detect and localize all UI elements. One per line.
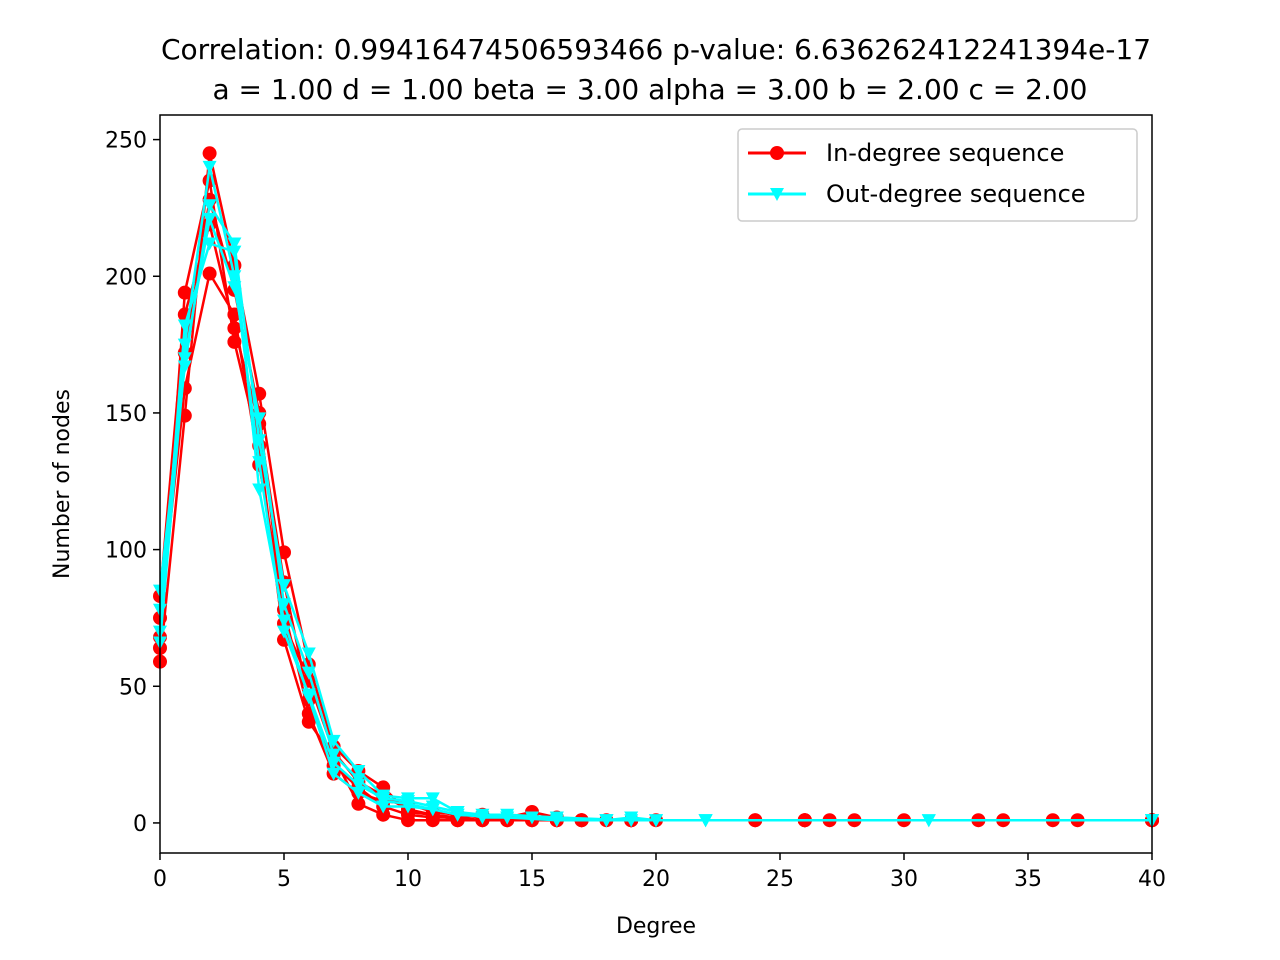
plot-frame [159,114,1153,854]
x-tick-label: 10 [394,867,422,892]
x-tick-label: 20 [642,867,670,892]
series-out-degree [153,160,1159,828]
plot-background [160,115,1152,853]
data-point [425,803,440,817]
data-point [202,160,217,174]
series-line [158,217,1152,822]
data-point [326,748,341,762]
data-point [252,412,267,426]
legend: In-degree sequence Out-degree sequence [737,128,1138,222]
data-point [227,237,242,251]
plot-area [160,115,1152,853]
x-tick-label: 25 [766,867,794,892]
data-point [301,647,316,661]
data-point [177,352,192,366]
data-point [202,146,217,161]
y-tick-label: 200 [105,265,147,290]
data-point [227,245,242,259]
data-point [326,767,341,781]
data-point [301,666,316,680]
data-point [252,456,267,470]
data-point [450,808,465,822]
x-tick-label: 15 [518,867,546,892]
data-point [351,773,366,787]
data-point [624,814,639,828]
data-point [425,792,440,806]
x-tick-label: 40 [1138,867,1166,892]
data-point [227,281,242,295]
data-point [277,625,291,639]
data-point [401,797,415,811]
y-tick-label: 50 [119,675,147,700]
data-point [351,796,366,811]
chart-title: Correlation: 0.99416474506593466 p-value… [161,33,1151,66]
y-axis: 0 50 100 150 200 250 [105,129,160,837]
data-point [277,598,291,612]
y-tick-label: 250 [105,129,147,154]
x-tick-label: 30 [890,867,918,892]
x-tick-label: 0 [153,867,167,892]
data-point [549,811,564,825]
chart-subtitle: a = 1.00 d = 1.00 beta = 3.00 alpha = 3.… [213,73,1088,106]
legend-label-in-degree: In-degree sequence [826,139,1064,167]
data-point [500,811,515,825]
data-point [351,765,366,778]
data-point [227,321,242,336]
legend-marker-in-degree [770,146,784,160]
data-point [202,199,217,213]
x-tick-label: 35 [1014,867,1042,892]
data-point [326,734,341,748]
data-point [351,786,366,800]
data-point [698,814,713,828]
data-point [376,795,391,809]
data-point [202,266,217,281]
y-tick-label: 0 [133,812,147,837]
series-layer [153,146,1159,828]
y-tick-label: 100 [105,539,147,564]
data-point [599,814,614,828]
x-tick-label: 5 [277,867,291,892]
y-tick-label: 150 [105,402,147,427]
data-point [326,756,341,770]
data-point [277,614,291,628]
legend-marker-out-degree [770,188,784,201]
x-axis-label: Degree [616,914,696,939]
y-axis-label: Number of nodes [50,389,75,579]
data-point [227,270,242,284]
series-line [158,203,1152,822]
data-point [301,688,316,702]
data-point [202,212,217,226]
x-axis: 0 5 10 15 20 25 30 35 40 [153,853,1166,892]
legend-label-out-degree: Out-degree sequence [826,180,1086,208]
data-point [177,285,192,300]
legend-box [737,128,1138,222]
